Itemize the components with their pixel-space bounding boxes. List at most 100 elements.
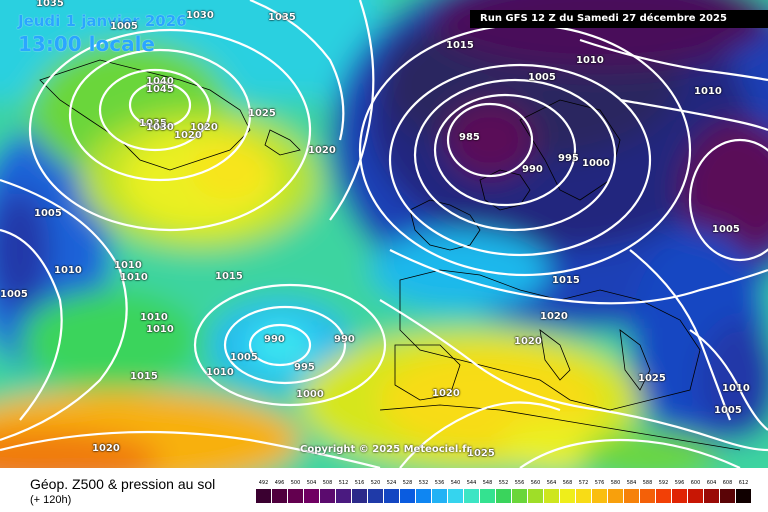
- isobar-label: 990: [264, 334, 285, 345]
- scale-swatch: [400, 489, 415, 503]
- isobar-label: 1020: [432, 388, 460, 399]
- isobar-label: 1020: [514, 336, 542, 347]
- scale-swatch: [256, 489, 271, 503]
- scale-tick-label: 516: [354, 480, 365, 486]
- isobar-label: 1010: [114, 260, 142, 271]
- scale-tick-label: 572: [578, 480, 589, 486]
- scale-tick-label: 600: [690, 480, 701, 486]
- isobar-label: 995: [294, 362, 315, 373]
- isobar-label: 1020: [92, 443, 120, 454]
- isobar-label: 1015: [130, 371, 158, 382]
- scale-swatch: [448, 489, 463, 503]
- isobar-label: 1005: [230, 352, 258, 363]
- isobar-label: 1020: [540, 311, 568, 322]
- scale-swatch: [608, 489, 623, 503]
- scale-tick-label: 604: [706, 480, 717, 486]
- scale-swatch: [464, 489, 479, 503]
- isobar-label: 1035: [268, 12, 296, 23]
- scale-swatch: [624, 489, 639, 503]
- coastlines: [39, 59, 741, 451]
- scale-swatch: [480, 489, 495, 503]
- scale-tick-label: 520: [370, 480, 381, 486]
- geopotential-field: [0, 0, 768, 468]
- scale-swatch: [416, 489, 431, 503]
- scale-swatch: [432, 489, 447, 503]
- isobar-label: 1040: [146, 76, 174, 87]
- scale-swatch: [688, 489, 703, 503]
- scale-tick-label: 528: [402, 480, 413, 486]
- isobar-label: 1005: [110, 21, 138, 32]
- scale-swatch: [736, 489, 751, 503]
- scale-swatch: [320, 489, 335, 503]
- valid-time-label: 13:00 locale: [18, 32, 155, 56]
- scale-tick-label: 536: [434, 480, 445, 486]
- isobar-label: 1045: [146, 84, 174, 95]
- scale-swatch: [720, 489, 735, 503]
- isobar-label: 1030: [146, 122, 174, 133]
- scale-tick-label: 592: [658, 480, 669, 486]
- scale-swatch: [560, 489, 575, 503]
- scale-tick-label: 560: [530, 480, 541, 486]
- isobar-label: 1010: [146, 324, 174, 335]
- scale-swatch: [496, 489, 511, 503]
- isobar-label: 1010: [120, 272, 148, 283]
- isobar-label: 1025: [248, 108, 276, 119]
- scale-swatch: [640, 489, 655, 503]
- forecast-offset: (+ 120h): [30, 494, 72, 506]
- scale-swatch: [288, 489, 303, 503]
- scale-swatch: [544, 489, 559, 503]
- scale-tick-label: 532: [418, 480, 429, 486]
- scale-tick-label: 576: [594, 480, 605, 486]
- scale-tick-label: 588: [642, 480, 653, 486]
- isobar-label: 1020: [174, 130, 202, 141]
- weather-map: Jeudi 1 janvier 2026 13:00 locale Run GF…: [0, 0, 768, 468]
- isobar-label: 1005: [34, 208, 62, 219]
- isobar-label: 1005: [714, 405, 742, 416]
- scale-tick-label: 496: [274, 480, 285, 486]
- copyright-label: Copyright © 2025 Meteociel.fr: [300, 444, 472, 455]
- scale-tick-label: 568: [562, 480, 573, 486]
- isobar-label: 1005: [712, 224, 740, 235]
- isobar-label: 995: [558, 153, 579, 164]
- isobar-label: 1010: [694, 86, 722, 97]
- scale-swatch: [336, 489, 351, 503]
- scale-tick-label: 548: [482, 480, 493, 486]
- isobars: [0, 0, 768, 468]
- isobar-label: 1010: [140, 312, 168, 323]
- scale-tick-label: 544: [466, 480, 477, 486]
- scale-tick-label: 580: [610, 480, 621, 486]
- scale-tick-label: 608: [722, 480, 733, 486]
- scale-swatch: [656, 489, 671, 503]
- isobar-label: 1035: [139, 118, 167, 129]
- scale-swatch: [272, 489, 287, 503]
- scale-swatch: [304, 489, 319, 503]
- isobar-label: 1030: [186, 10, 214, 21]
- isobar-label: 1015: [215, 271, 243, 282]
- scale-swatch: [384, 489, 399, 503]
- valid-date-label: Jeudi 1 janvier 2026: [18, 12, 187, 30]
- scale-tick-label: 584: [626, 480, 637, 486]
- isobar-label: 1010: [722, 383, 750, 394]
- scale-swatch: [576, 489, 591, 503]
- isobar-label: 1005: [0, 289, 28, 300]
- isobar-label: 1005: [528, 72, 556, 83]
- scale-swatch: [368, 489, 383, 503]
- isobar-label: 1035: [36, 0, 64, 9]
- isobar-label: 1010: [576, 55, 604, 66]
- legend-footer: Géop. Z500 & pression au sol (+ 120h) 49…: [0, 468, 768, 512]
- scale-tick-label: 564: [546, 480, 557, 486]
- isobar-label: 1015: [552, 275, 580, 286]
- map-title: Géop. Z500 & pression au sol: [30, 476, 216, 492]
- isobar-label: 990: [522, 164, 543, 175]
- scale-swatch: [352, 489, 367, 503]
- isobar-label: 1000: [582, 158, 610, 169]
- isobar-label: 1010: [206, 367, 234, 378]
- isobar-label: 1015: [446, 40, 474, 51]
- scale-swatch: [704, 489, 719, 503]
- isobar-label: 1025: [638, 373, 666, 384]
- scale-tick-label: 612: [738, 480, 749, 486]
- isobar-label: 985: [459, 132, 480, 143]
- scale-swatch: [528, 489, 543, 503]
- scale-tick-label: 492: [258, 480, 269, 486]
- color-scale: 492 496 500 504 508 512 516 520 524 528 532 536 540 5…: [256, 480, 752, 512]
